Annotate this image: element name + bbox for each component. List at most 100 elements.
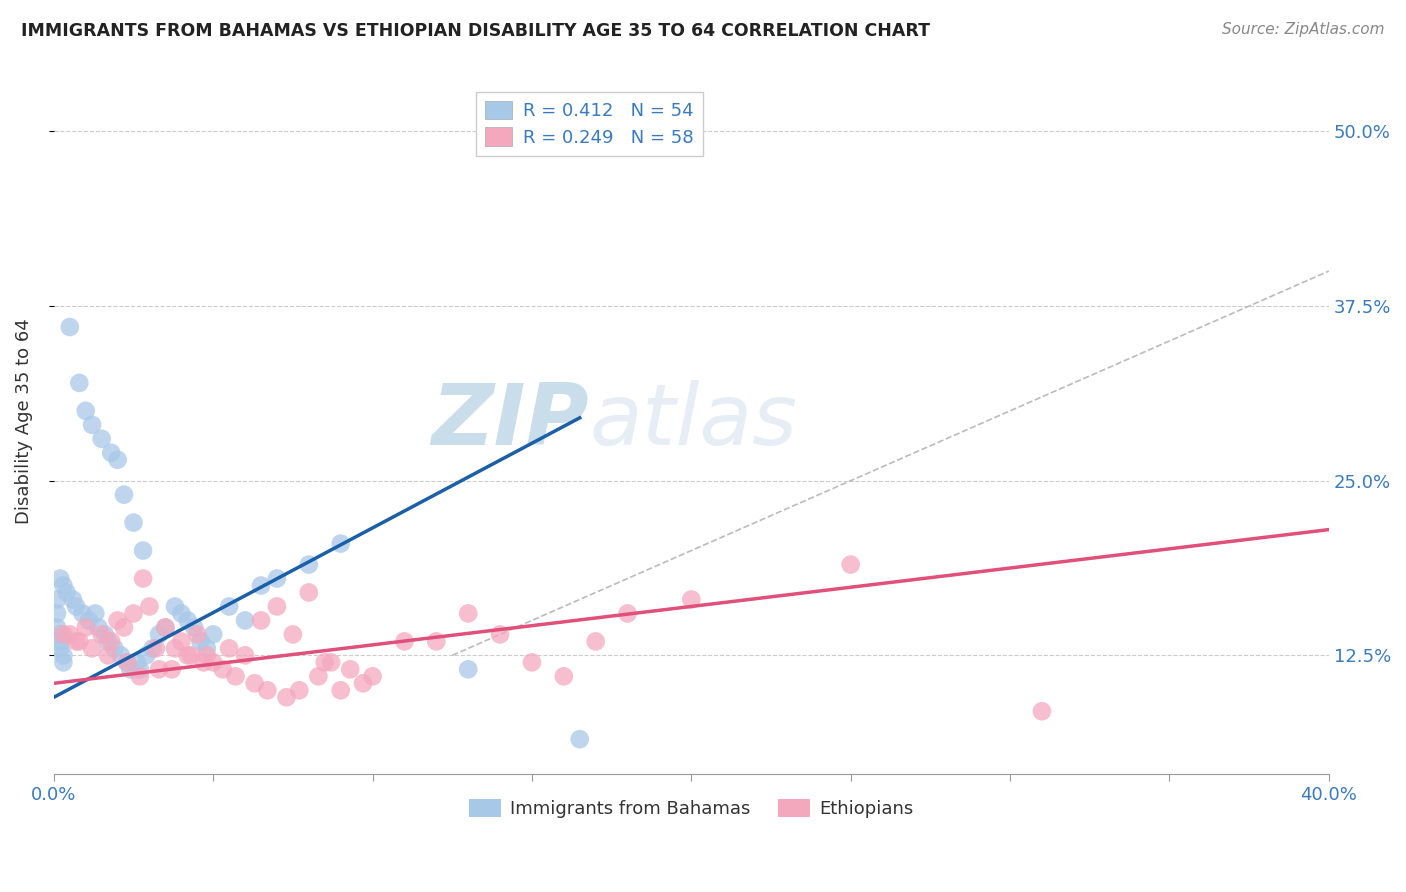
Point bbox=[195, 648, 218, 663]
Point bbox=[110, 648, 132, 663]
Text: Source: ZipAtlas.com: Source: ZipAtlas.com bbox=[1222, 22, 1385, 37]
Point bbox=[62, 592, 84, 607]
Point bbox=[155, 620, 177, 634]
Point bbox=[107, 452, 129, 467]
Point bbox=[75, 620, 97, 634]
Point bbox=[250, 578, 273, 592]
Point bbox=[329, 683, 352, 698]
Text: ZIP: ZIP bbox=[432, 380, 589, 463]
Point bbox=[52, 656, 75, 670]
Point bbox=[321, 656, 343, 670]
Point bbox=[100, 634, 122, 648]
Point bbox=[80, 417, 103, 432]
Point bbox=[250, 614, 273, 628]
Point bbox=[46, 607, 69, 621]
Point bbox=[183, 620, 205, 634]
Point bbox=[457, 607, 479, 621]
Point bbox=[281, 627, 304, 641]
Point bbox=[52, 648, 75, 663]
Point bbox=[59, 627, 82, 641]
Point bbox=[128, 662, 150, 676]
Point bbox=[94, 627, 117, 641]
Point bbox=[122, 607, 145, 621]
Point bbox=[49, 641, 72, 656]
Point bbox=[148, 662, 170, 676]
Point bbox=[218, 641, 240, 656]
Point bbox=[115, 656, 138, 670]
Point bbox=[142, 641, 165, 656]
Point bbox=[307, 669, 329, 683]
Point bbox=[266, 572, 288, 586]
Text: IMMIGRANTS FROM BAHAMAS VS ETHIOPIAN DISABILITY AGE 35 TO 64 CORRELATION CHART: IMMIGRANTS FROM BAHAMAS VS ETHIOPIAN DIS… bbox=[21, 22, 931, 40]
Point bbox=[148, 627, 170, 641]
Point bbox=[218, 599, 240, 614]
Point bbox=[553, 669, 575, 683]
Point bbox=[112, 620, 135, 634]
Point bbox=[163, 599, 186, 614]
Point bbox=[67, 376, 90, 390]
Point bbox=[65, 634, 87, 648]
Text: atlas: atlas bbox=[589, 380, 797, 463]
Point bbox=[361, 669, 384, 683]
Point bbox=[186, 627, 208, 641]
Point bbox=[457, 662, 479, 676]
Point bbox=[90, 627, 112, 641]
Point bbox=[115, 656, 138, 670]
Point bbox=[67, 634, 90, 648]
Point bbox=[59, 320, 82, 334]
Point bbox=[339, 662, 361, 676]
Point bbox=[276, 690, 298, 705]
Point bbox=[52, 578, 75, 592]
Point bbox=[145, 641, 167, 656]
Point bbox=[97, 634, 120, 648]
Point bbox=[233, 614, 256, 628]
Point bbox=[112, 488, 135, 502]
Point bbox=[75, 404, 97, 418]
Point bbox=[132, 572, 155, 586]
Point bbox=[489, 627, 512, 641]
Point bbox=[120, 662, 142, 676]
Point bbox=[72, 607, 94, 621]
Point bbox=[49, 627, 72, 641]
Point bbox=[298, 558, 321, 572]
Point bbox=[170, 634, 193, 648]
Point bbox=[97, 648, 120, 663]
Point bbox=[195, 641, 218, 656]
Point bbox=[132, 543, 155, 558]
Point bbox=[202, 627, 225, 641]
Point bbox=[87, 620, 110, 634]
Point bbox=[394, 634, 416, 648]
Point bbox=[107, 614, 129, 628]
Point bbox=[1031, 704, 1053, 718]
Point bbox=[520, 656, 543, 670]
Point bbox=[352, 676, 374, 690]
Point bbox=[77, 614, 100, 628]
Point bbox=[170, 607, 193, 621]
Point bbox=[55, 585, 77, 599]
Point bbox=[266, 599, 288, 614]
Point bbox=[839, 558, 862, 572]
Point bbox=[122, 516, 145, 530]
Point bbox=[298, 585, 321, 599]
Point bbox=[425, 634, 447, 648]
Point bbox=[233, 648, 256, 663]
Point bbox=[329, 536, 352, 550]
Point bbox=[84, 607, 107, 621]
Point bbox=[314, 656, 336, 670]
Point bbox=[288, 683, 311, 698]
Point bbox=[128, 669, 150, 683]
Point bbox=[202, 656, 225, 670]
Point bbox=[163, 641, 186, 656]
Point bbox=[49, 634, 72, 648]
Point bbox=[80, 641, 103, 656]
Legend: Immigrants from Bahamas, Ethiopians: Immigrants from Bahamas, Ethiopians bbox=[461, 791, 921, 825]
Point bbox=[585, 634, 607, 648]
Point bbox=[177, 648, 200, 663]
Point bbox=[180, 648, 202, 663]
Point bbox=[65, 599, 87, 614]
Point bbox=[46, 592, 69, 607]
Point bbox=[125, 656, 148, 670]
Point bbox=[225, 669, 247, 683]
Point bbox=[46, 620, 69, 634]
Point bbox=[135, 648, 157, 663]
